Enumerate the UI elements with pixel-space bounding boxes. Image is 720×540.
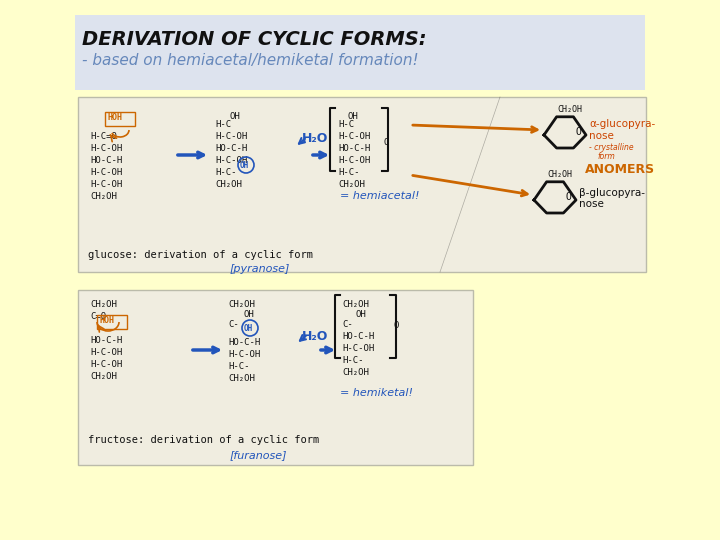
Text: H-C-: H-C- [338,168,359,177]
Text: DERIVATION OF CYCLIC FORMS:: DERIVATION OF CYCLIC FORMS: [82,30,426,49]
Text: H-C-OH: H-C-OH [215,156,247,165]
Text: ANOMERS: ANOMERS [585,163,655,176]
Text: C-: C- [342,320,353,329]
Text: H-C-OH: H-C-OH [90,144,122,153]
Text: OH: OH [348,112,359,121]
Text: HO-C-H: HO-C-H [338,144,370,153]
Text: CH₂OH: CH₂OH [338,180,365,189]
Text: H-C-OH: H-C-OH [90,168,122,177]
Text: H-C: H-C [215,120,231,129]
Text: H-C-OH: H-C-OH [338,132,370,141]
Text: glucose: derivation of a cyclic form: glucose: derivation of a cyclic form [88,250,313,260]
Text: HO-C-H: HO-C-H [215,144,247,153]
Text: CH₂OH: CH₂OH [547,170,572,179]
Text: [furanose]: [furanose] [230,450,287,460]
Text: C=O: C=O [90,312,106,321]
FancyBboxPatch shape [78,290,473,465]
Text: CH₂OH: CH₂OH [342,368,369,377]
Text: CH₂OH: CH₂OH [90,192,117,201]
Text: fructose: derivation of a cyclic form: fructose: derivation of a cyclic form [88,435,319,445]
Text: H-C-OH: H-C-OH [90,360,122,369]
Text: β-glucopyra-: β-glucopyra- [579,188,645,198]
Text: OH: OH [244,310,255,319]
FancyBboxPatch shape [75,15,645,90]
Text: HOH: HOH [107,113,122,122]
Text: = hemiketal!: = hemiketal! [340,388,413,398]
Text: CH₂OH: CH₂OH [342,300,369,309]
Text: O: O [565,192,571,202]
Text: O: O [393,321,398,330]
Text: nose: nose [589,131,614,141]
Text: = hemiacetal!: = hemiacetal! [340,191,420,201]
Text: - crystalline: - crystalline [589,143,634,152]
Text: CH₂OH: CH₂OH [228,374,255,383]
Text: H-C-OH: H-C-OH [342,344,374,353]
Text: CH₂OH: CH₂OH [90,300,117,309]
Text: H-C-OH: H-C-OH [90,180,122,189]
Text: O: O [575,127,581,137]
Text: CH₂OH: CH₂OH [228,300,255,309]
Text: H-C-OH: H-C-OH [338,156,370,165]
Text: H-C=O: H-C=O [90,132,117,141]
Text: HO-C-H: HO-C-H [90,336,122,345]
Text: CH₂OH: CH₂OH [90,372,117,381]
Text: O: O [384,138,390,147]
Text: HOH: HOH [99,316,114,325]
Text: H-C-OH: H-C-OH [215,132,247,141]
Text: H-C-OH: H-C-OH [228,350,260,359]
Text: HO-C-H: HO-C-H [342,332,374,341]
Text: nose: nose [579,199,604,209]
Text: H-C: H-C [338,120,354,129]
Text: H-C-OH: H-C-OH [90,348,122,357]
Text: OH: OH [229,112,240,121]
Text: HO-C-H: HO-C-H [90,156,122,165]
Text: H-C-: H-C- [228,362,250,371]
Text: form: form [597,152,615,161]
Text: HO-C-H: HO-C-H [228,338,260,347]
Text: CH₂OH: CH₂OH [215,180,242,189]
Text: H-C-: H-C- [342,356,364,365]
Text: - based on hemiacetal/hemiketal formation!: - based on hemiacetal/hemiketal formatio… [82,53,418,68]
FancyBboxPatch shape [78,97,646,272]
Text: C-: C- [228,320,239,329]
Text: OH: OH [244,324,253,333]
Text: [pyranose]: [pyranose] [230,264,290,274]
Text: OH: OH [240,161,249,170]
Text: OH: OH [356,310,366,319]
Text: CH₂OH: CH₂OH [557,105,582,114]
Text: H₂O: H₂O [302,330,328,343]
Text: H₂O: H₂O [302,132,328,145]
Text: α-glucopyra-: α-glucopyra- [589,119,655,129]
Text: H-C-: H-C- [215,168,236,177]
